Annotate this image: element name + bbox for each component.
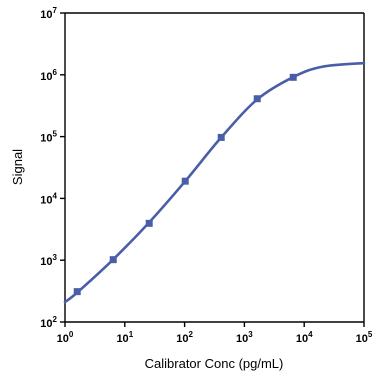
x-tick-label: 102: [176, 330, 193, 345]
plot-series-group: [63, 61, 366, 304]
y-tick-group: 102 103 104 105 106 107: [40, 6, 65, 330]
x-tick-group: 100 101 102 103 104 105: [57, 322, 373, 345]
y-tick-label: 107: [40, 6, 57, 21]
x-tick-label: 100: [57, 330, 74, 345]
y-tick-label: 106: [40, 68, 57, 83]
x-tick-label: 101: [116, 330, 133, 345]
fit-curve-line: [63, 61, 366, 304]
data-point-marker: [253, 95, 261, 103]
y-tick-label: 102: [40, 315, 57, 330]
y-tick-label: 103: [40, 253, 57, 268]
x-axis-label: Calibrator Conc (pg/mL): [145, 356, 284, 371]
x-tick-label: 104: [296, 330, 313, 345]
chart-axes: [64, 12, 365, 323]
data-point-marker: [289, 73, 297, 81]
y-tick-label: 105: [40, 130, 57, 145]
data-point-marker: [109, 256, 117, 264]
data-point-marker: [73, 288, 81, 296]
data-point-marker: [145, 219, 153, 227]
x-tick-label: 105: [356, 330, 373, 345]
data-point-marker: [181, 177, 189, 185]
x-tick-label: 103: [236, 330, 253, 345]
data-point-marker: [217, 133, 225, 141]
y-tick-label: 104: [40, 191, 57, 206]
y-axis-label: Signal: [10, 149, 25, 185]
